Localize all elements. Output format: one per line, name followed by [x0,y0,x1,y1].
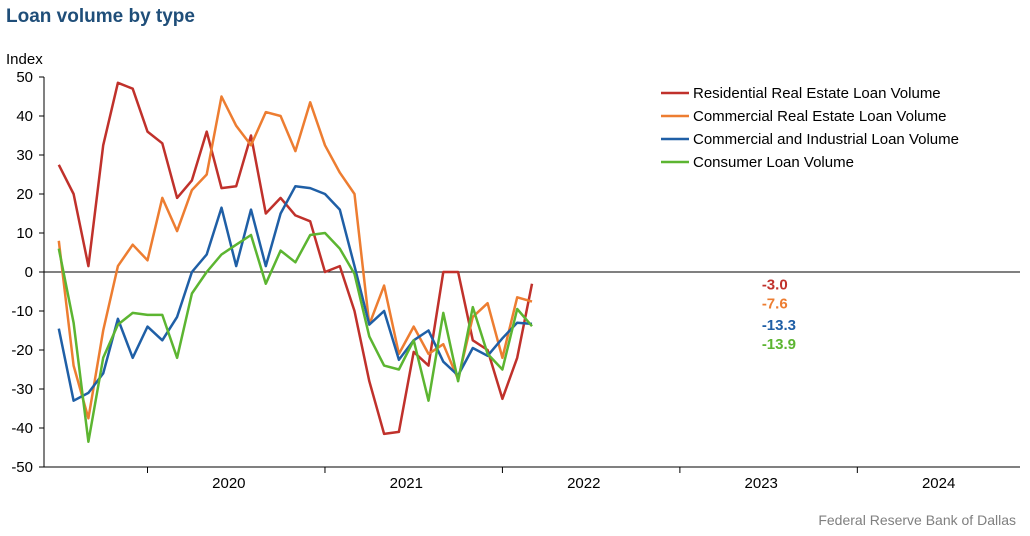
legend-entry: Residential Real Estate Loan Volume [693,85,941,102]
y-tick-label: 30 [16,147,33,164]
x-tick-label: 2022 [567,475,600,492]
series-end-label: -13.3 [762,317,796,334]
y-tick-label: 10 [16,225,33,242]
x-tick-label: 2021 [390,475,423,492]
source-note: Federal Reserve Bank of Dallas [818,512,1016,528]
y-tick-label: -30 [11,381,33,398]
y-axis-label: Index [6,51,43,68]
series-line [57,231,533,443]
y-tick-label: -20 [11,342,33,359]
series-layer: -3.0 -7.6 -13.3 -13.9 [57,81,796,443]
series-line [57,95,533,420]
series-end-label: -13.9 [762,336,796,353]
series-line [57,184,533,402]
legend: Residential Real Estate Loan Volume Comme… [661,85,959,171]
x-tick-label: 2023 [745,475,778,492]
axes-layer: 50 40 30 20 10 0 -10 -20 -30 -40 -50 2020 2021 2022 20… [11,69,1020,492]
x-tick-label: 2020 [212,475,245,492]
chart-title: Loan volume by type [6,6,195,27]
legend-entry: Commercial Real Estate Loan Volume [693,108,946,125]
y-tick-label: 40 [16,108,33,125]
y-tick-label: -50 [11,459,33,476]
x-tick-label: 2024 [922,475,955,492]
series-line [57,81,534,436]
y-tick-label: -10 [11,303,33,320]
y-tick-label: 50 [16,69,33,86]
y-tick-label: -40 [11,420,33,437]
y-tick-label: 0 [25,264,33,281]
y-tick-label: 20 [16,186,33,203]
series-end-label: -7.6 [762,296,788,313]
series-end-label: -3.0 [762,277,788,294]
legend-entry: Commercial and Industrial Loan Volume [693,131,959,148]
legend-entry: Consumer Loan Volume [693,154,854,171]
